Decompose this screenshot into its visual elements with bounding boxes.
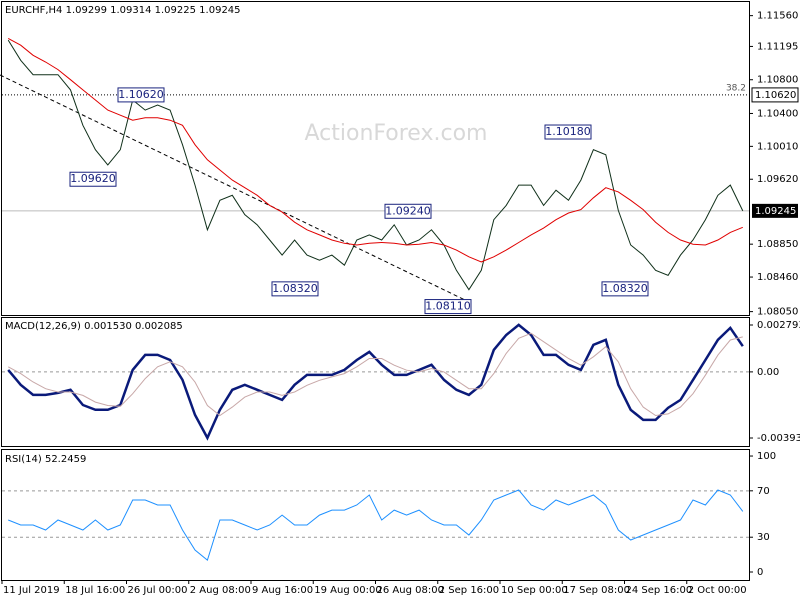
y-tick-label: 0.00 [757,367,779,378]
fib-ratio: 38.2 [726,83,746,93]
series-line [7,332,743,417]
fib-label-box [751,87,799,103]
watermark: ActionForex.com [305,121,488,146]
price-label: 1.09240 [385,204,431,217]
x-tick-label: 24 Sep 16:00 [626,585,693,596]
price-label: 1.09620 [70,172,116,185]
price-panel-frame [1,1,750,316]
series-line [7,39,744,291]
price-label: 1.10620 [118,88,164,101]
x-tick-label: 2 Aug 08:00 [190,585,251,596]
x-tick-label: 18 Jul 16:00 [65,585,125,596]
price-label: 1.08320 [602,282,648,295]
fib-label: 1.10620 [755,90,796,101]
price-label-box [424,299,472,315]
y-tick-label: 1.10800 [757,75,798,86]
y-tick-label: 70 [757,486,770,497]
price-label: 1.10180 [545,125,591,138]
price-label-box [601,281,649,297]
macd-panel-frame [1,317,750,447]
price-label-box [544,124,592,140]
price-label: 1.08110 [425,300,471,313]
y-tick-label: 0.002793 [757,320,800,331]
x-tick-label: 2 Sep 16:00 [439,585,499,596]
y-tick-label: 1.11195 [757,41,798,52]
series-line [8,489,744,561]
y-tick-label: 100 [757,451,776,462]
y-tick-label: 1.11560 [757,11,798,22]
x-tick-label: 9 Aug 16:00 [252,585,313,596]
x-tick-label: 19 Aug 00:00 [314,585,381,596]
price-title: EURCHF,H4 1.09299 1.09314 1.09225 1.0924… [5,5,241,16]
x-tick-label: 2 Oct 00:00 [688,585,747,596]
y-tick-label: 1.10010 [757,141,798,152]
current-price-label: 1.09245 [755,206,796,217]
y-tick-label: 1.08050 [757,307,798,318]
price-label-box [117,87,165,103]
series-line [7,37,743,263]
price-label-box [384,203,432,219]
rsi-title: RSI(14) 52.2459 [5,454,86,465]
y-tick-label: 1.08460 [757,272,798,283]
price-label-box [69,171,117,187]
x-tick-label: 26 Jul 00:00 [128,585,188,596]
y-tick-label: 1.10400 [757,108,798,119]
macd-title: MACD(12,26,9) 0.001530 0.002085 [5,321,183,332]
x-tick-label: 11 Jul 2019 [3,585,60,596]
x-tick-label: 10 Sep 00:00 [501,585,568,596]
y-tick-label: 0 [757,567,763,578]
x-tick-label: 26 Aug 08:00 [377,585,444,596]
price-label: 1.08320 [272,282,318,295]
y-tick-label: 1.09620 [757,174,798,185]
x-tick-label: 17 Sep 08:00 [563,585,630,596]
y-tick-label: -0.003938 [757,433,800,444]
current-price-box [752,203,798,218]
trend-line [0,74,466,301]
price-label-box [271,281,319,297]
y-tick-label: 1.08850 [757,239,798,250]
y-tick-label: 30 [757,532,770,543]
